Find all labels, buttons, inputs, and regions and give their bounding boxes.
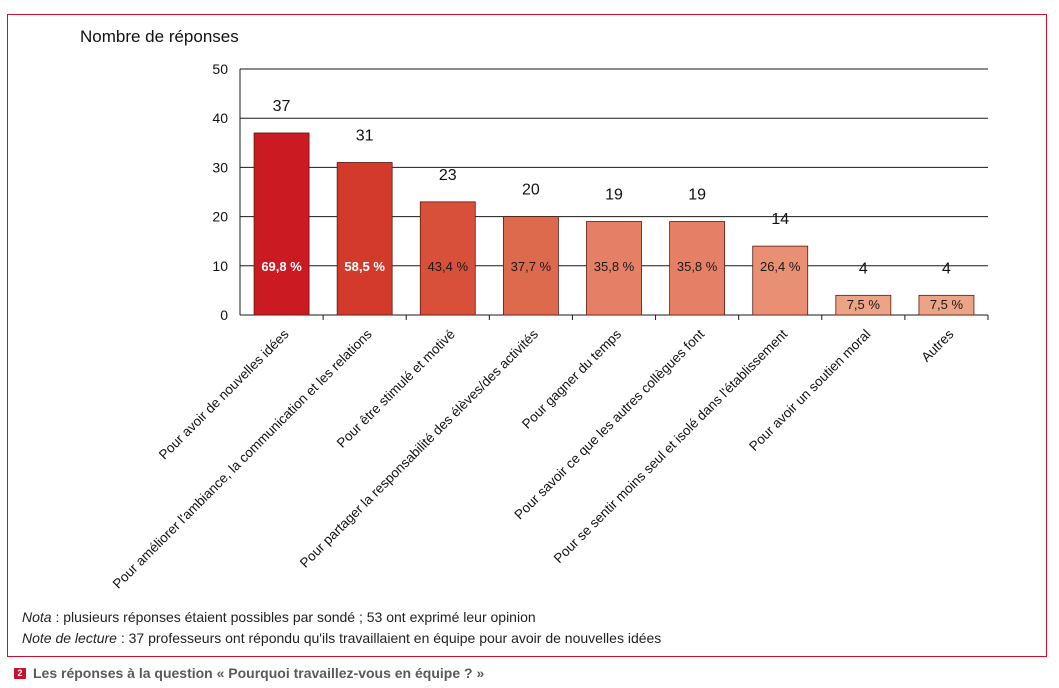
bar-value-label: 23 (439, 167, 457, 184)
figure-frame (7, 14, 1047, 657)
nota-label: Nota (22, 609, 52, 625)
bar-value-label: 31 (356, 127, 374, 144)
bar-value-label: 14 (771, 211, 789, 228)
y-tick-label: 10 (212, 258, 228, 274)
bar-percent-label: 7,5 % (847, 297, 881, 312)
bar-percent-label: 35,8 % (677, 259, 718, 274)
nota-text: : plusieurs réponses étaient possibles p… (51, 609, 536, 625)
y-tick-label: 30 (212, 159, 228, 175)
y-tick-label: 20 (212, 209, 228, 225)
reading-note-text: : 37 professeurs ont répondu qu'ils trav… (116, 630, 662, 646)
bar (502, 216, 559, 316)
bar-percent-label: 7,5 % (930, 297, 964, 312)
chart-notes: Nota : plusieurs réponses étaient possib… (22, 607, 661, 649)
bar-percent-label: 35,8 % (594, 259, 635, 274)
bar-chart: Nombre de réponses 0 10 20 30 40 50 37 69,8 % P… (80, 27, 989, 592)
reading-note-label: Note de lecture (22, 630, 117, 646)
figure-caption-text: Les réponses à la question « Pourquoi tr… (33, 665, 485, 681)
bar-value-label: 20 (522, 182, 540, 199)
bar-percent-label: 58,5 % (344, 259, 385, 274)
bar-value-label: 4 (859, 260, 868, 277)
bar-value-label: 4 (942, 260, 951, 277)
bar (669, 221, 726, 316)
y-tick-label: 0 (220, 307, 228, 323)
nota-line: Nota : plusieurs réponses étaient possib… (22, 607, 661, 628)
bar-percent-label: 26,4 % (760, 259, 801, 274)
bar (586, 221, 642, 316)
bar-percent-label: 69,8 % (261, 259, 302, 274)
x-category-label: Pour savoir ce que les autres collègues … (511, 326, 707, 522)
bar-value-label: 19 (605, 187, 623, 204)
bar-percent-label: 43,4 % (428, 259, 469, 274)
bar-value-label: 37 (273, 98, 291, 115)
bar (336, 162, 393, 316)
figure-number: 2 (14, 667, 26, 679)
bar (752, 245, 809, 316)
bar-percent-label: 37,7 % (511, 259, 552, 274)
bar (918, 294, 975, 316)
x-category-label: Autres (918, 326, 956, 364)
bar (253, 132, 310, 316)
reading-note-line: Note de lecture : 37 professeurs ont rép… (22, 628, 661, 649)
x-category-label: Pour avoir de nouvelles idées (156, 326, 292, 462)
figure-caption: 2 Les réponses à la question « Pourquoi … (14, 665, 484, 681)
bar-value-label: 19 (688, 187, 706, 204)
y-tick-label: 50 (212, 61, 228, 77)
bar (419, 201, 476, 316)
y-tick-label: 40 (212, 110, 228, 126)
y-axis-label: Nombre de réponses (80, 27, 239, 46)
bar (835, 294, 892, 316)
